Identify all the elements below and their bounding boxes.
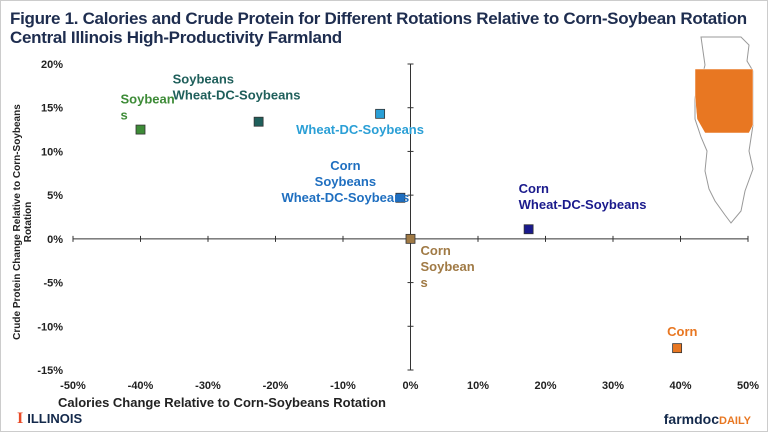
y-tick-label: 5% — [47, 190, 63, 202]
x-tick-label: -10% — [330, 380, 356, 392]
data-label: Soybean — [421, 259, 475, 274]
y-axis-label: Crude Protein Change Relative to Corn-So… — [12, 104, 34, 340]
x-tick-label: -40% — [128, 380, 154, 392]
data-point — [395, 192, 406, 203]
y-tick-label: 20% — [41, 59, 63, 71]
y-tick-label: 15% — [41, 103, 63, 115]
data-label: Wheat-DC-Soybeans — [296, 122, 424, 137]
daily-text: DAILY — [719, 415, 751, 427]
data-label: s — [421, 275, 428, 290]
data-point — [375, 108, 386, 119]
y-tick-label: 0% — [47, 234, 63, 246]
illinois-mark: I — [17, 410, 24, 427]
x-axis-label: Calories Change Relative to Corn-Soybean… — [58, 395, 386, 410]
data-point — [672, 343, 683, 354]
x-tick-label: 20% — [534, 380, 556, 392]
data-label: Wheat-DC-Soybeans — [281, 190, 409, 205]
x-tick-label: 10% — [467, 380, 489, 392]
data-point — [253, 116, 264, 127]
y-tick-label: -15% — [37, 365, 63, 377]
data-label: s — [121, 108, 128, 123]
data-label: Soybeans — [315, 174, 376, 189]
data-label: Soybeans — [173, 72, 234, 87]
y-tick-label: -5% — [43, 278, 63, 290]
x-tick-label: 50% — [737, 380, 759, 392]
title-line-1: Figure 1. Calories and Crude Protein for… — [10, 9, 747, 28]
data-point — [405, 233, 416, 244]
x-tick-label: -50% — [60, 380, 86, 392]
x-tick-label: -30% — [195, 380, 221, 392]
data-point — [523, 224, 534, 235]
x-tick-label: -20% — [263, 380, 289, 392]
illinois-text: ILLINOIS — [27, 411, 83, 426]
data-point — [135, 124, 146, 135]
farmdoc-text: farmdoc — [663, 411, 719, 427]
y-tick-label: 10% — [41, 146, 63, 158]
y-tick-label: -10% — [37, 321, 63, 333]
data-label: Soybean — [121, 92, 175, 107]
data-label: Corn — [667, 324, 697, 339]
data-label: Wheat-DC-Soybeans — [173, 88, 301, 103]
illinois-map — [694, 36, 754, 224]
data-label: Corn — [421, 243, 451, 258]
data-label: Corn — [330, 158, 360, 173]
illinois-logo: I ILLINOIS — [17, 410, 82, 428]
x-tick-label: 0% — [403, 380, 419, 392]
x-tick-label: 30% — [602, 380, 624, 392]
x-tick-label: 40% — [669, 380, 691, 392]
title-line-2: Central Illinois High-Productivity Farml… — [10, 28, 342, 47]
data-label: Corn — [519, 181, 549, 196]
data-label: Wheat-DC-Soybeans — [519, 197, 647, 212]
farmdoc-daily-logo: farmdocDAILY — [664, 411, 751, 427]
chart-title: Figure 1. Calories and Crude Protein for… — [10, 9, 747, 47]
